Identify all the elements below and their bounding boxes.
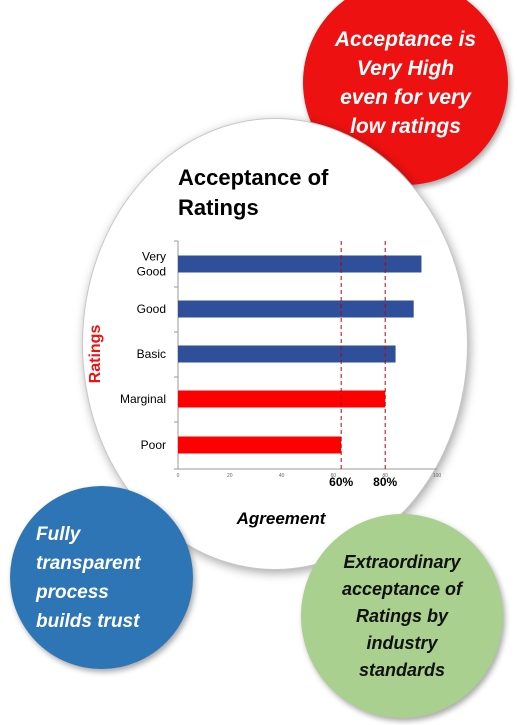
x-tick-label: 60 [331,473,337,479]
callout-line: low ratings [350,114,461,138]
callout-line: even for very [340,85,471,109]
chart-title: Acceptance of Ratings [178,165,329,220]
category-label: Very [142,250,166,264]
x-tick-label: 80 [382,473,388,479]
callout-line: standards [358,659,446,680]
callout-line: process [36,581,109,603]
reference-lines: 60% 80% [329,241,398,489]
reference-line-label: 80% [373,475,397,489]
callout-line: industry [366,632,438,653]
bar [178,255,422,273]
callout-transparent-process: Fully transparent process builds trust [10,486,193,669]
x-tick-label: 100 [433,473,442,479]
chart-circle [82,118,468,570]
category-label: Basic [137,347,166,361]
category-label: Good [137,265,166,279]
x-tick-label: 0 [177,473,180,479]
reference-line-label: 60% [329,475,353,489]
callout-line: Fully [36,523,81,545]
callout-line: acceptance of [341,578,463,599]
bar [178,436,342,454]
x-tick-label: 20 [227,473,233,479]
category-label: Marginal [120,392,166,406]
bar [178,390,386,408]
bar [178,300,414,318]
callout-line: transparent [36,552,141,574]
callout-line: Acceptance is [334,27,477,51]
chart-title-line: Acceptance of [178,165,329,190]
callout-line: builds trust [36,610,140,632]
chart-title-line: Ratings [178,195,259,220]
callout-line: Ratings by [355,605,448,626]
category-label: Good [137,302,166,316]
bar [178,345,396,363]
callout-extraordinary-acceptance: Extraordinary acceptance of Ratings by i… [301,514,503,718]
category-label: Poor [141,438,166,452]
x-axis-label: Agreement [236,509,327,528]
x-tick-label: 40 [279,473,285,479]
y-axis-label: Ratings [87,325,104,384]
chart-bars [178,255,422,454]
callout-line: Very High [356,56,455,80]
callout-line: Extraordinary [343,551,461,572]
